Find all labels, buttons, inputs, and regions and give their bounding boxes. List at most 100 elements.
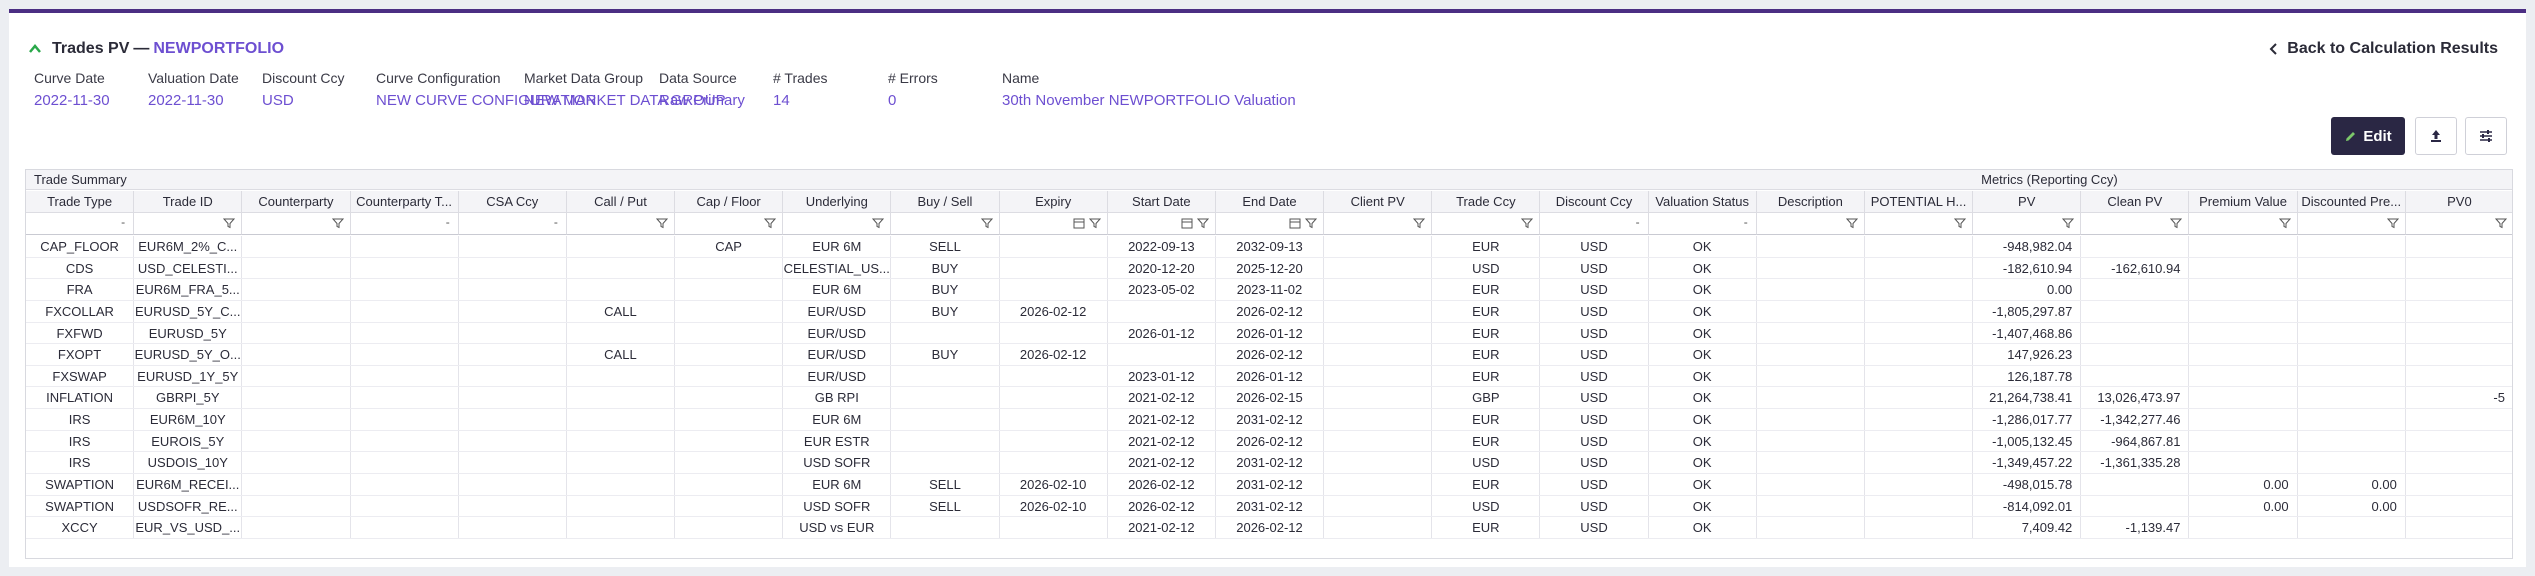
column-filter[interactable]: - (1648, 213, 1757, 235)
table-cell: 2031-02-12 (1216, 452, 1325, 474)
column-filter[interactable] (1215, 213, 1325, 235)
chevron-up-icon[interactable] (27, 41, 43, 57)
column-filter[interactable]: - (350, 213, 459, 235)
column-filter[interactable] (1432, 213, 1541, 235)
column-filter[interactable]: - (458, 213, 567, 235)
column-filter[interactable] (1756, 213, 1865, 235)
column-filter[interactable]: - (1540, 213, 1649, 235)
column-header[interactable]: PV (1973, 191, 2082, 213)
column-header[interactable]: Expiry (999, 191, 1108, 213)
edit-button[interactable]: Edit (2331, 117, 2405, 155)
column-header[interactable]: POTENTIAL H... (1864, 191, 1974, 213)
filter-placeholder-dash: - (121, 215, 126, 229)
column-filter[interactable] (2081, 213, 2190, 235)
column-header[interactable]: Valuation Status (1648, 191, 1757, 213)
table-cell (1000, 517, 1108, 539)
calendar-icon[interactable] (1073, 217, 1085, 229)
column-header[interactable]: Buy / Sell (891, 191, 1000, 213)
table-cell (2298, 279, 2406, 301)
column-filter[interactable]: - (26, 213, 135, 235)
table-cell (1108, 344, 1216, 366)
table-cell: EUR (1432, 300, 1541, 323)
filter-icon[interactable] (656, 217, 669, 229)
column-filter[interactable] (783, 213, 892, 235)
column-settings-button[interactable] (2465, 117, 2507, 155)
filter-icon[interactable] (1954, 217, 1967, 229)
table-cell: EUR (1432, 365, 1541, 388)
table-cell: EUR_VS_USD_... (134, 517, 243, 539)
column-header[interactable]: Client PV (1324, 191, 1433, 213)
table-cell (351, 300, 459, 323)
column-header[interactable]: Cap / Floor (675, 191, 784, 213)
table-cell (1865, 279, 1974, 301)
table-cell: 2031-02-12 (1216, 409, 1325, 431)
column-filter[interactable] (2297, 213, 2406, 235)
column-filter[interactable] (1973, 213, 2082, 235)
filter-icon[interactable] (764, 217, 777, 229)
table-cell (567, 517, 676, 539)
column-header[interactable]: Premium Value (2189, 191, 2298, 213)
filter-icon[interactable] (2494, 217, 2507, 229)
filter-icon[interactable] (1521, 217, 1534, 229)
export-button[interactable] (2415, 117, 2457, 155)
table-cell (459, 452, 567, 474)
column-header[interactable]: Description (1756, 191, 1865, 213)
calendar-icon[interactable] (1289, 217, 1301, 229)
filter-icon[interactable] (872, 217, 885, 229)
table-cell: 2023-05-02 (1108, 279, 1216, 301)
column-filter[interactable] (134, 213, 243, 235)
table-cell: 2021-02-12 (1108, 409, 1216, 431)
table-cell: EUR 6M (783, 236, 892, 258)
column-filter[interactable] (2405, 213, 2512, 235)
filter-icon[interactable] (2278, 217, 2291, 229)
column-filter[interactable] (675, 213, 784, 235)
column-filter[interactable] (1864, 213, 1974, 235)
table-cell: EUR 6M (783, 473, 892, 496)
column-filter[interactable] (242, 213, 351, 235)
table-cell (1757, 365, 1865, 388)
column-filter[interactable] (1107, 213, 1216, 235)
column-header[interactable]: Trade Ccy (1432, 191, 1541, 213)
filter-icon[interactable] (1088, 217, 1101, 229)
back-to-results-link[interactable]: Back to Calculation Results (2269, 40, 2498, 58)
column-header[interactable]: Underlying (783, 191, 892, 213)
filter-icon[interactable] (1413, 217, 1426, 229)
filter-icon[interactable] (2386, 217, 2399, 229)
column-header[interactable]: Start Date (1107, 191, 1216, 213)
column-header[interactable]: CSA Ccy (458, 191, 567, 213)
filter-icon[interactable] (1196, 217, 1209, 229)
table-cell (459, 344, 567, 366)
table-cell: 2026-02-10 (1000, 473, 1108, 496)
table-cell (1324, 495, 1433, 518)
table-cell: -1,349,457.22 (1973, 452, 2082, 474)
column-filter[interactable] (566, 213, 676, 235)
filter-icon[interactable] (1845, 217, 1858, 229)
column-header[interactable]: Trade ID (134, 191, 243, 213)
meta-value[interactable]: NEW MARKET DATA GROUP (524, 92, 726, 109)
column-filter[interactable] (1324, 213, 1433, 235)
table-cell (2081, 279, 2190, 301)
table-cell (2406, 323, 2512, 345)
column-header[interactable]: Clean PV (2081, 191, 2190, 213)
filter-icon[interactable] (223, 217, 236, 229)
column-header[interactable]: Counterparty (242, 191, 351, 213)
filter-icon[interactable] (980, 217, 993, 229)
column-header[interactable]: Trade Type (26, 191, 135, 213)
column-header[interactable]: Discounted Pre... (2297, 191, 2406, 213)
table-cell (351, 495, 459, 518)
column-header[interactable]: Discount Ccy (1540, 191, 1649, 213)
filter-icon[interactable] (2170, 217, 2183, 229)
table-cell: 13,026,473.97 (2081, 387, 2190, 410)
column-header[interactable]: Call / Put (566, 191, 676, 213)
filter-icon[interactable] (1305, 217, 1318, 229)
column-header[interactable]: Counterparty T... (350, 191, 459, 213)
column-header[interactable]: End Date (1215, 191, 1325, 213)
calendar-icon[interactable] (1181, 217, 1193, 229)
meta-value[interactable]: NEW CURVE CONFIGURATION (376, 92, 597, 109)
column-filter[interactable] (999, 213, 1108, 235)
column-filter[interactable] (2189, 213, 2298, 235)
column-filter[interactable] (891, 213, 1000, 235)
column-header[interactable]: PV0 (2405, 191, 2512, 213)
filter-icon[interactable] (331, 217, 344, 229)
filter-icon[interactable] (2062, 217, 2075, 229)
